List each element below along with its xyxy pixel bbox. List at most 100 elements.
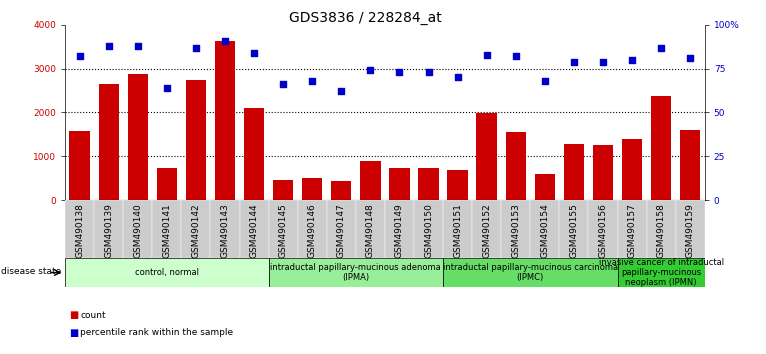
Bar: [443, 258, 617, 287]
Bar: [214, 41, 235, 200]
Bar: [564, 144, 584, 200]
Text: GSM490155: GSM490155: [569, 203, 578, 258]
Text: control, normal: control, normal: [135, 268, 199, 277]
Text: intraductal papillary-mucinous adenoma
(IPMA): intraductal papillary-mucinous adenoma (…: [270, 263, 441, 282]
Text: ■: ■: [69, 328, 78, 338]
Bar: [622, 139, 642, 200]
Bar: [94, 200, 123, 258]
Text: ■: ■: [69, 310, 78, 320]
Point: [684, 55, 696, 61]
Bar: [506, 132, 526, 200]
Bar: [269, 258, 443, 287]
Bar: [651, 96, 671, 200]
Text: percentile rank within the sample: percentile rank within the sample: [80, 328, 234, 337]
Bar: [385, 200, 414, 258]
Bar: [360, 161, 381, 200]
Bar: [273, 180, 293, 200]
Text: disease state: disease state: [1, 267, 61, 276]
Bar: [327, 200, 356, 258]
Bar: [211, 200, 240, 258]
Bar: [240, 200, 269, 258]
Text: GSM490152: GSM490152: [482, 203, 491, 258]
Point: [306, 78, 319, 84]
Text: GSM490148: GSM490148: [366, 203, 375, 258]
Bar: [676, 200, 705, 258]
Text: GSM490146: GSM490146: [308, 203, 316, 258]
Bar: [617, 200, 647, 258]
Text: GSM490143: GSM490143: [221, 203, 230, 258]
Bar: [65, 200, 94, 258]
Text: GSM490159: GSM490159: [686, 203, 695, 258]
Text: GDS3836 / 228284_at: GDS3836 / 228284_at: [289, 11, 442, 25]
Bar: [559, 200, 588, 258]
Text: GSM490145: GSM490145: [279, 203, 288, 258]
Bar: [647, 200, 676, 258]
Text: GSM490150: GSM490150: [424, 203, 433, 258]
Bar: [302, 178, 322, 200]
Point: [365, 68, 377, 73]
Text: GSM490147: GSM490147: [337, 203, 345, 258]
Bar: [123, 200, 152, 258]
Bar: [152, 200, 182, 258]
Bar: [65, 258, 269, 287]
Bar: [128, 74, 148, 200]
Point: [103, 43, 115, 48]
Point: [538, 78, 551, 84]
Bar: [443, 200, 472, 258]
Text: GSM490151: GSM490151: [453, 203, 462, 258]
Text: invasive cancer of intraductal
papillary-mucinous
neoplasm (IPMN): invasive cancer of intraductal papillary…: [598, 258, 724, 287]
Point: [393, 69, 405, 75]
Point: [219, 38, 231, 44]
Bar: [476, 113, 497, 200]
Point: [74, 53, 86, 59]
Bar: [501, 200, 530, 258]
Text: GSM490156: GSM490156: [598, 203, 607, 258]
Bar: [186, 80, 206, 200]
Bar: [414, 200, 443, 258]
Bar: [389, 167, 410, 200]
Point: [277, 81, 290, 87]
Bar: [157, 169, 177, 200]
Text: count: count: [80, 310, 106, 320]
Point: [422, 69, 434, 75]
Point: [190, 45, 202, 50]
Point: [597, 59, 609, 64]
Text: GSM490144: GSM490144: [250, 203, 259, 258]
Text: GSM490153: GSM490153: [511, 203, 520, 258]
Bar: [680, 130, 700, 200]
Bar: [182, 200, 211, 258]
Text: GSM490158: GSM490158: [656, 203, 666, 258]
Bar: [99, 84, 119, 200]
Bar: [356, 200, 385, 258]
Text: GSM490154: GSM490154: [540, 203, 549, 258]
Bar: [447, 170, 468, 200]
Text: GSM490141: GSM490141: [162, 203, 172, 258]
Bar: [535, 174, 555, 200]
Bar: [588, 200, 617, 258]
Point: [509, 53, 522, 59]
Bar: [244, 108, 264, 200]
Point: [568, 59, 580, 64]
Text: GSM490142: GSM490142: [192, 203, 201, 258]
Bar: [269, 200, 298, 258]
Point: [248, 50, 260, 56]
Text: GSM490140: GSM490140: [133, 203, 142, 258]
Point: [655, 45, 667, 50]
Bar: [617, 258, 705, 287]
Bar: [418, 168, 439, 200]
Text: GSM490138: GSM490138: [75, 203, 84, 258]
Bar: [70, 131, 90, 200]
Point: [626, 57, 638, 63]
Point: [480, 52, 493, 57]
Text: GSM490157: GSM490157: [627, 203, 637, 258]
Point: [161, 85, 173, 91]
Bar: [298, 200, 327, 258]
Point: [336, 88, 348, 94]
Point: [132, 43, 144, 48]
Text: GSM490149: GSM490149: [395, 203, 404, 258]
Bar: [331, 181, 352, 200]
Bar: [472, 200, 501, 258]
Bar: [593, 145, 613, 200]
Text: intraductal papillary-mucinous carcinoma
(IPMC): intraductal papillary-mucinous carcinoma…: [443, 263, 618, 282]
Bar: [530, 200, 559, 258]
